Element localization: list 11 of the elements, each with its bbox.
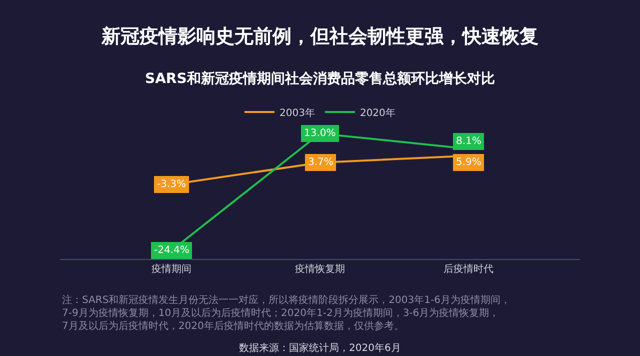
x-tick-label: 疫情期间 <box>151 263 192 275</box>
chart-title: 新冠疫情影响史无前例，但社会韧性更强，快速恢复 <box>100 26 538 48</box>
x-tick-label: 后疫情时代 <box>444 263 494 275</box>
data-label: 8.1% <box>456 136 482 147</box>
source-note: 数据来源：国家统计局，2020年6月 <box>239 342 401 354</box>
legend-label: 2003年 <box>280 106 315 119</box>
data-label: 5.9% <box>456 157 482 168</box>
x-tick-label: 疫情恢复期 <box>295 263 345 275</box>
text: 注：SARS和新冠疫情发生月份无法一一对应，所以将疫情阶段拆分展示，2003年1-6月为疫情期间，7-9月为疫情恢复期，10月及以后为后疫情时代；2020年1-2月为疫情期间，3-6月为疫情恢复期，7月及以后为后疫情时代，2020年后疫情时代的数据为估算数据，仅供参考。 <box>62 294 510 332</box>
legend-label: 2020年 <box>360 106 396 119</box>
chart-subtitle: SARS和新冠疫情期间社会消费品零售总额环比增长对比 <box>145 70 495 87</box>
